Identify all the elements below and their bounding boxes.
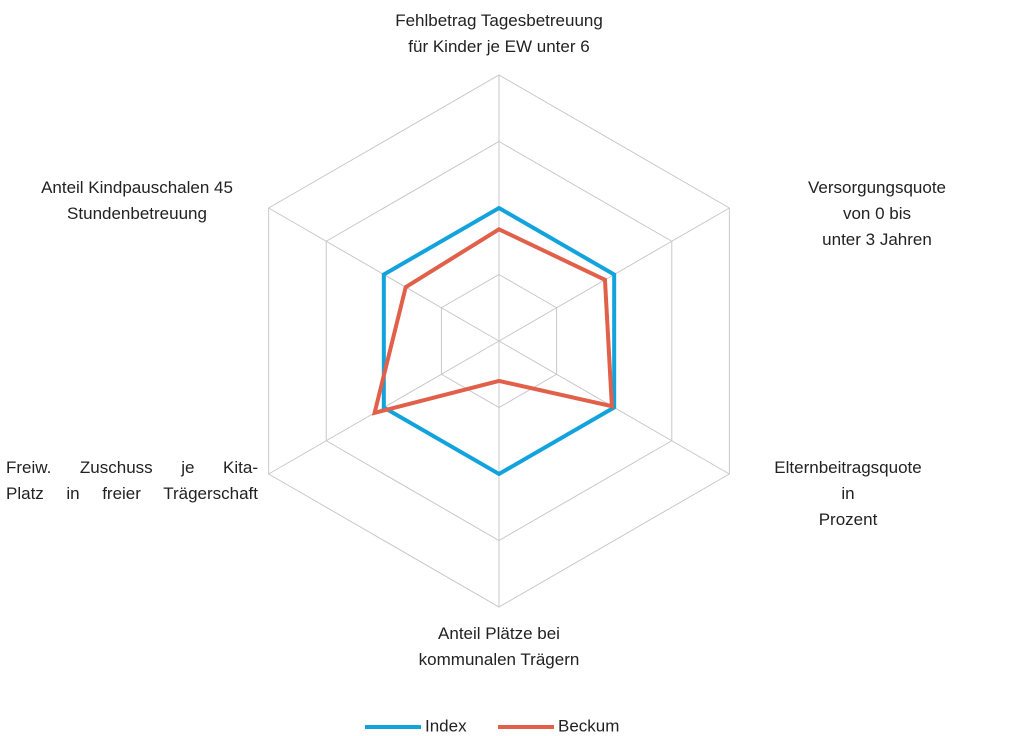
legend-label: Index — [425, 716, 467, 735]
axis-label: Fehlbetrag Tagesbetreuung für Kinder je … — [395, 11, 603, 56]
axis-label: Versorgungsquote von 0 bis unter 3 Jahre… — [808, 178, 946, 249]
axis-label: Anteil Plätze bei kommunalen Trägern — [418, 624, 580, 669]
axis-label: Anteil Kindpauschalen 45 Stundenbetreuun… — [41, 178, 233, 223]
axis-label: Elternbeitragsquote in Prozent — [774, 458, 922, 529]
axis-label: Freiw. Zuschuss je Kita- Platz in freier… — [6, 458, 258, 503]
series-line — [381, 205, 617, 477]
legend-label: Beckum — [558, 716, 619, 735]
series-line — [371, 227, 615, 416]
